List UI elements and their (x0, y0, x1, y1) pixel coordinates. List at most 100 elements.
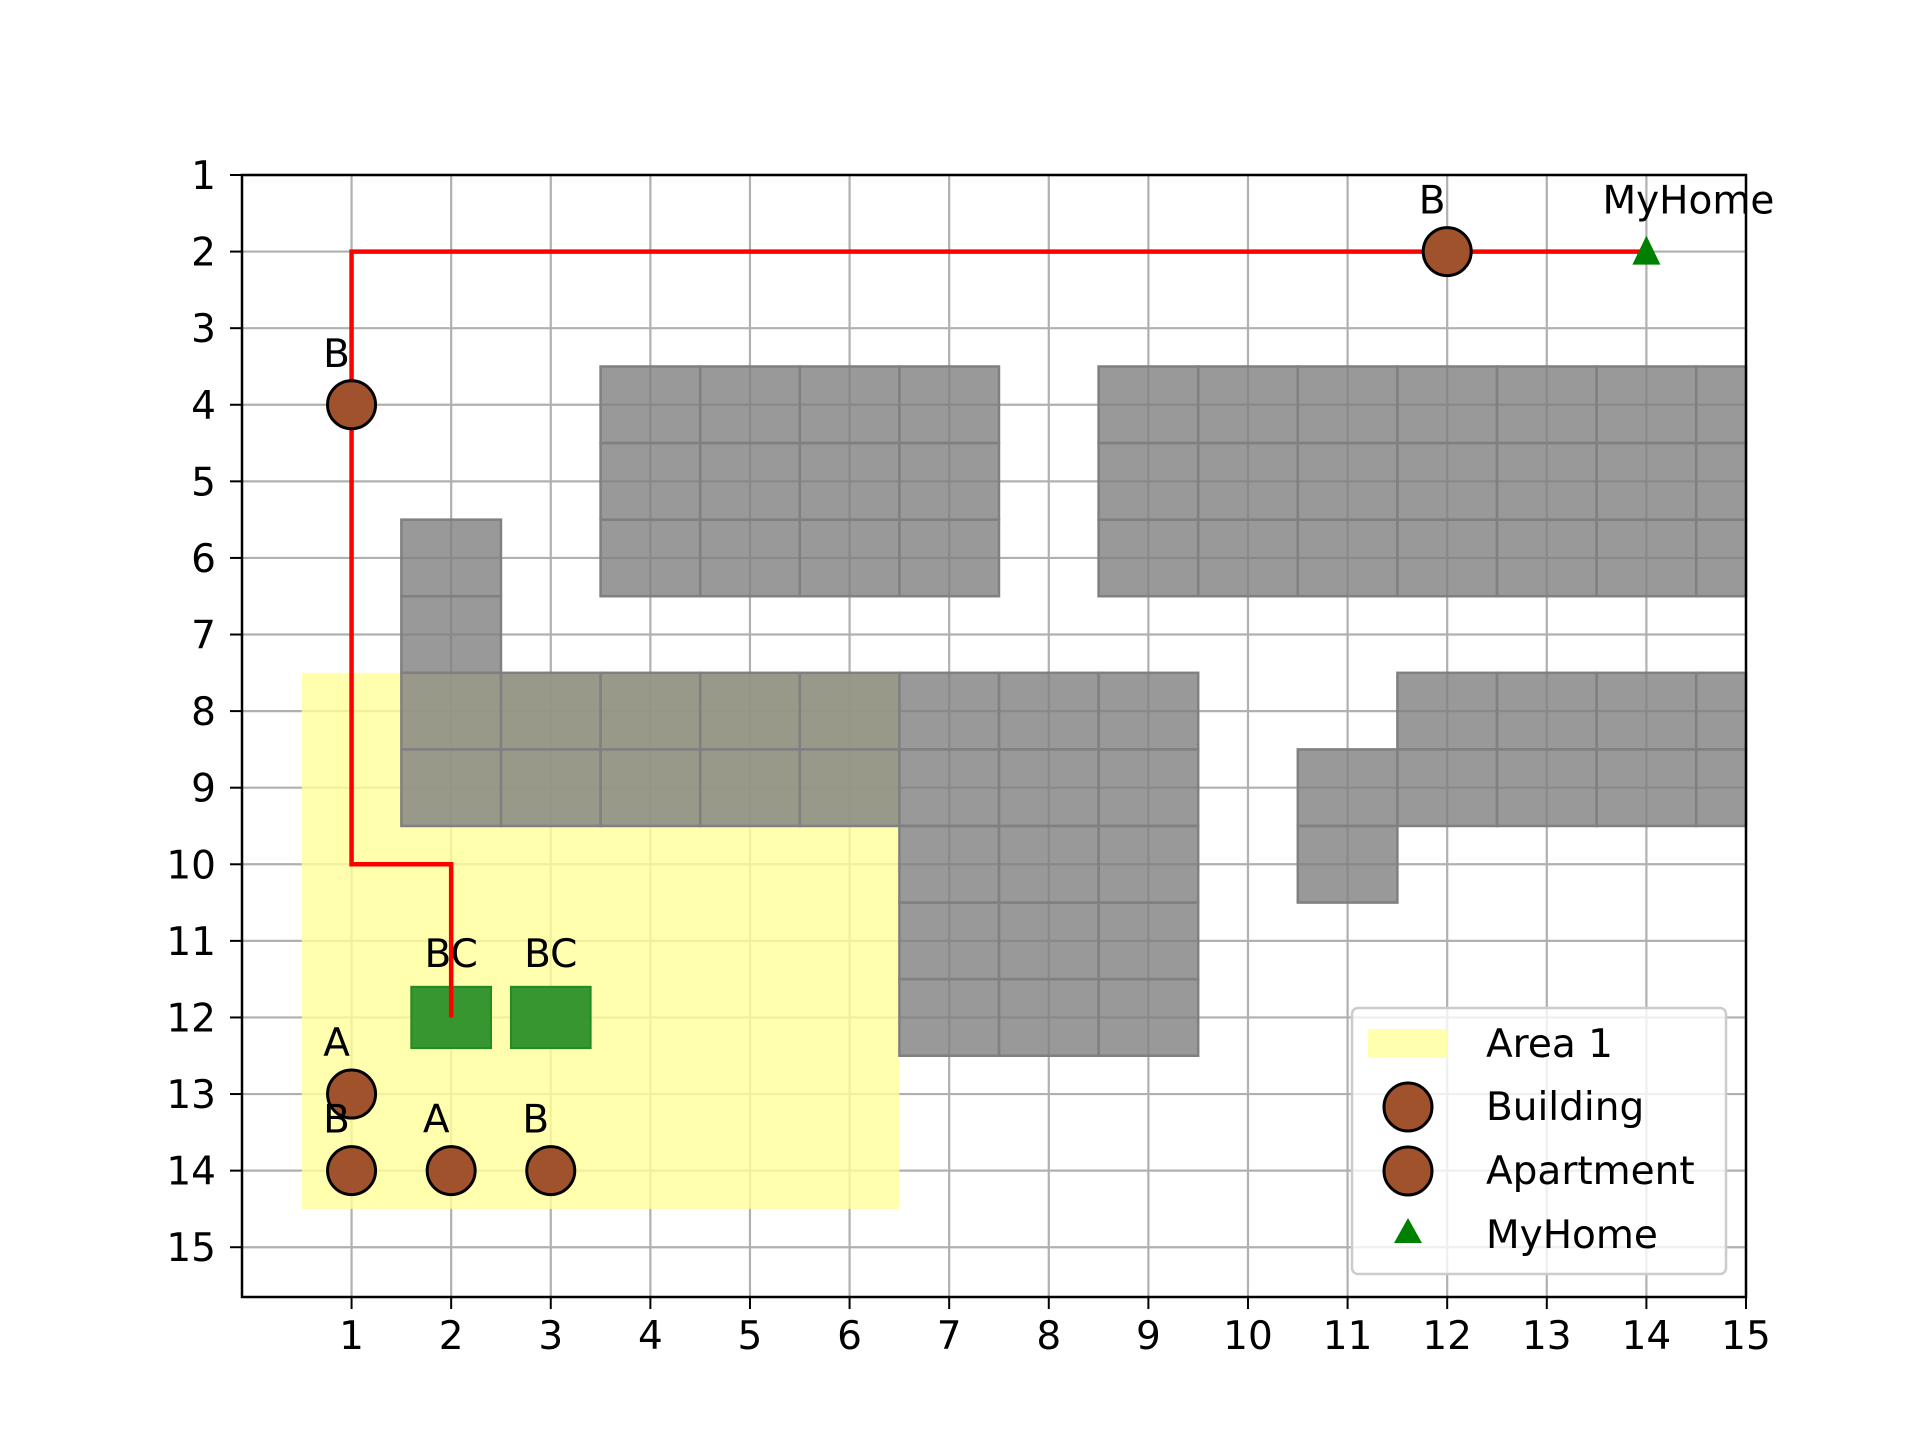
obstacle-cell (997, 977, 1100, 1058)
obstacle-cell (1396, 441, 1499, 521)
point-markers (326, 226, 1661, 1197)
obstacle-cell (698, 441, 802, 521)
apartment-label: A (423, 1098, 450, 1143)
obstacle-cell (1396, 518, 1499, 598)
axis-ticks: 1 2 3 4 5 6 7 8 9 10 11 12 13 14 151234567891011121314… (166, 154, 1770, 1359)
legend: Area 1 Building Apartment MyHome (1350, 1006, 1728, 1276)
obstacle-cell (1097, 671, 1200, 751)
obstacle-cell (1296, 824, 1399, 904)
obstacle-cell (1595, 365, 1698, 445)
x-tick-label: 15 (1721, 1314, 1771, 1359)
obstacle-cell (698, 748, 802, 828)
y-tick-label: 2 (191, 231, 216, 276)
obstacle-cell (698, 365, 802, 445)
obstacle-cell (1396, 365, 1499, 445)
obstacle-cell (1595, 748, 1698, 828)
legend-marker-apartment (1382, 1145, 1434, 1197)
obstacle-cell (1296, 365, 1399, 445)
obstacle-cell (1296, 441, 1399, 521)
obstacle-cell (798, 365, 901, 445)
building-marker (326, 1145, 378, 1197)
obstacle-cell (698, 518, 802, 598)
x-tick-label: 8 (1036, 1314, 1061, 1359)
obstacle-cell (1694, 365, 1748, 445)
y-tick-label: 7 (191, 614, 216, 659)
obstacle-cell (400, 671, 503, 751)
obstacle-cell (400, 518, 503, 598)
obstacle-cell (400, 594, 503, 675)
obstacle-cell (997, 824, 1100, 904)
obstacle-cell (599, 441, 702, 521)
obstacle-cell (400, 748, 503, 828)
obstacle-cell (1196, 365, 1300, 445)
obstacle-cell (898, 671, 1001, 751)
obstacle-cell (798, 748, 901, 828)
obstacle-cell (599, 365, 702, 445)
obstacle-cell (997, 901, 1100, 981)
y-tick-label: 13 (166, 1073, 216, 1118)
x-tick-label: 10 (1223, 1314, 1273, 1359)
bc-marker (509, 985, 592, 1050)
legend-label-building: Building (1486, 1085, 1644, 1130)
obstacle-cell (1495, 365, 1598, 445)
bc-label: BC (524, 932, 577, 977)
x-tick-label: 2 (439, 1314, 464, 1359)
obstacle-cell (1097, 977, 1200, 1058)
obstacle-cell (599, 518, 702, 598)
obstacle-cell (898, 824, 1001, 904)
bc-label: BC (425, 932, 478, 977)
building-label: B (1419, 179, 1446, 224)
x-tick-label: 3 (538, 1314, 563, 1359)
path-line (349, 249, 1647, 1018)
x-tick-label: 1 (339, 1314, 364, 1359)
x-tick-label: 6 (837, 1314, 862, 1359)
y-tick-label: 3 (191, 307, 216, 352)
obstacle-cell (898, 365, 1001, 445)
legend-label-apartment: Apartment (1486, 1149, 1695, 1194)
building-marker (525, 1145, 577, 1197)
obstacle-cells (400, 365, 1748, 1058)
legend-box (1350, 1006, 1728, 1276)
obstacle-cell (1097, 365, 1200, 445)
apartment-marker (425, 1145, 477, 1197)
y-tick-label: 10 (166, 843, 216, 888)
y-tick-label: 14 (166, 1150, 216, 1195)
obstacle-cell (798, 518, 901, 598)
obstacle-cell (1097, 824, 1200, 904)
y-tick-label: 15 (166, 1226, 216, 1271)
obstacle-cell (997, 671, 1100, 751)
y-tick-label: 9 (191, 767, 216, 812)
obstacle-cell (1694, 671, 1748, 751)
obstacle-cell (898, 748, 1001, 828)
obstacle-cell (1495, 671, 1598, 751)
obstacle-cell (1495, 441, 1598, 521)
y-tick-label: 12 (166, 996, 216, 1041)
apartment-marker (326, 1068, 378, 1120)
obstacle-cell (1396, 748, 1499, 828)
axes-frame (240, 173, 1748, 1299)
legend-label-myhome: MyHome (1486, 1213, 1658, 1258)
apartment-label: A (323, 1021, 350, 1066)
building-label: B (323, 1098, 350, 1143)
obstacle-cell (499, 671, 602, 751)
plot-frame (240, 173, 1748, 1299)
obstacle-cell (1694, 518, 1748, 598)
obstacle-cell (1694, 441, 1748, 521)
obstacle-cell (1396, 671, 1499, 751)
route-path (349, 249, 1647, 1018)
y-tick-label: 1 (191, 154, 216, 199)
obstacle-cell (1595, 441, 1698, 521)
obstacle-cell (1296, 748, 1399, 828)
x-tick-label: 9 (1136, 1314, 1161, 1359)
x-tick-label: 13 (1522, 1314, 1572, 1359)
obstacle-cell (1097, 748, 1200, 828)
y-tick-label: 4 (191, 384, 216, 429)
obstacle-cell (997, 748, 1100, 828)
x-tick-label: 12 (1422, 1314, 1472, 1359)
building-label: B (323, 332, 350, 377)
obstacle-cell (599, 748, 702, 828)
obstacle-cell (1296, 518, 1399, 598)
obstacle-cell (1595, 671, 1698, 751)
x-tick-label: 4 (638, 1314, 663, 1359)
obstacle-cell (898, 518, 1001, 598)
